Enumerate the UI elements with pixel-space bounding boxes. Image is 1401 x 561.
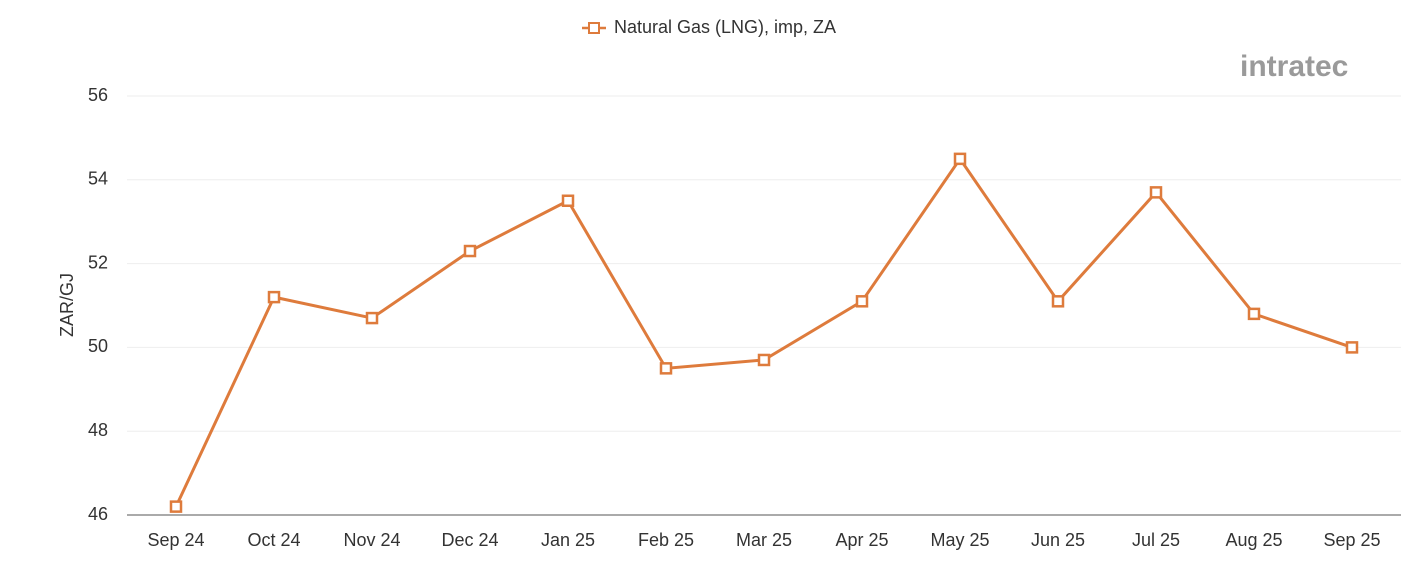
x-tick-label: Mar 25: [736, 530, 792, 550]
point-marker: [1345, 341, 1359, 354]
point-marker: [953, 152, 967, 166]
x-tick-label: Sep 25: [1323, 530, 1380, 550]
x-tick-label: Aug 25: [1225, 530, 1282, 550]
x-tick-label: Jul 25: [1132, 530, 1180, 550]
x-tick-label: Dec 24: [441, 530, 498, 550]
point-marker: [1149, 186, 1163, 199]
legend-marker: [588, 22, 600, 34]
x-tick-label: Sep 24: [147, 530, 204, 550]
y-tick-label: 54: [88, 169, 108, 189]
x-tick-label: Apr 25: [835, 530, 888, 550]
x-tick-label: Oct 24: [247, 530, 300, 550]
point-marker: [659, 362, 673, 375]
point-marker: [463, 244, 477, 258]
x-tick-label: May 25: [930, 530, 989, 550]
y-tick-label: 50: [88, 336, 108, 356]
y-tick-label: 48: [88, 420, 108, 440]
legend-label: Natural Gas (LNG), imp, ZA: [614, 17, 836, 37]
y-tick-label: 56: [88, 85, 108, 105]
point-marker: [855, 295, 869, 308]
x-tick-label: Jan 25: [541, 530, 595, 550]
x-tick-label: Feb 25: [638, 530, 694, 550]
point-marker: [267, 290, 281, 304]
y-axis-label: ZAR/GJ: [57, 273, 77, 337]
point-marker: [561, 194, 575, 207]
point-marker: [757, 353, 771, 367]
x-tick-label: Jun 25: [1031, 530, 1085, 550]
x-tick-label: Nov 24: [343, 530, 400, 550]
point-marker: [1247, 307, 1261, 321]
point-marker: [169, 500, 183, 513]
logo: intratec: [1240, 50, 1348, 83]
point-marker: [365, 311, 379, 325]
y-tick-label: 46: [88, 504, 108, 524]
point-marker: [1051, 295, 1065, 308]
series-line: [174, 156, 1353, 508]
y-tick-label: 52: [88, 252, 108, 272]
